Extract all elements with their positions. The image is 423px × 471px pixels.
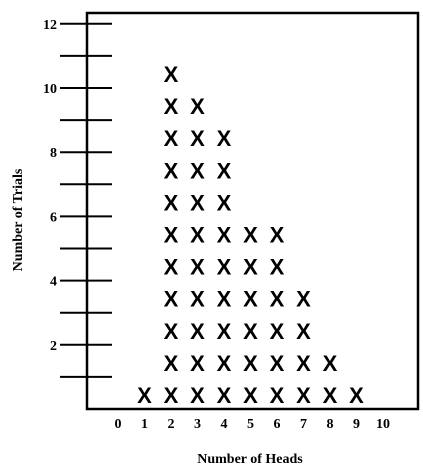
y-axis-ticks: [60, 22, 112, 378]
y-tick-label: 4: [50, 275, 57, 290]
y-tick-label: 8: [50, 146, 57, 161]
x-mark: X: [164, 190, 179, 215]
x-mark: X: [296, 351, 311, 376]
x-mark: X: [164, 383, 179, 408]
x-axis-title: Number of Heads: [197, 452, 303, 466]
x-mark: X: [296, 287, 311, 312]
x-mark: X: [217, 158, 232, 183]
x-mark: X: [190, 319, 205, 344]
x-tick-label: 6: [274, 417, 281, 432]
x-mark: X: [164, 158, 179, 183]
x-mark: X: [217, 255, 232, 280]
x-mark: X: [323, 351, 338, 376]
x-mark: X: [243, 287, 258, 312]
x-tick-label: 2: [168, 417, 175, 432]
x-mark: X: [164, 255, 179, 280]
x-mark: X: [243, 351, 258, 376]
x-mark: X: [270, 383, 285, 408]
x-tick-label: 3: [194, 417, 201, 432]
x-mark: X: [164, 287, 179, 312]
x-mark: X: [217, 287, 232, 312]
x-axis-tick-labels: 0 1 2 3 4 5 6 7 8 9 10: [115, 417, 391, 432]
x-tick-label: 4: [221, 417, 228, 432]
x-mark: X: [190, 223, 205, 248]
x-tick-label: 10: [376, 417, 390, 432]
y-axis-title: Number of Trials: [11, 168, 26, 271]
x-mark: X: [270, 223, 285, 248]
y-tick-label: 12: [43, 18, 57, 33]
x-mark: X: [217, 351, 232, 376]
x-mark: X: [190, 94, 205, 119]
x-mark: X: [190, 190, 205, 215]
x-tick-label: 0: [115, 417, 122, 432]
plot-frame: [85, 11, 420, 411]
x-mark: X: [217, 223, 232, 248]
x-mark: X: [270, 319, 285, 344]
x-mark: X: [243, 223, 258, 248]
x-mark: X: [270, 351, 285, 376]
x-tick-label: 5: [247, 417, 254, 432]
x-mark: X: [164, 126, 179, 151]
x-tick-label: 8: [327, 417, 334, 432]
x-mark: X: [243, 383, 258, 408]
y-axis-tick-labels: 2 4 6 8 10 12: [43, 18, 57, 354]
x-mark: X: [137, 383, 152, 408]
y-tick-label: 10: [43, 82, 57, 97]
data-marks: X XXXXXXXXXXXXXXXXXXXXXXXXXXXXXXXXXXXXXXX…: [137, 62, 364, 408]
y-tick-label: 6: [50, 210, 57, 225]
x-mark: X: [217, 126, 232, 151]
x-mark: X: [164, 94, 179, 119]
x-mark: X: [217, 383, 232, 408]
x-mark: X: [190, 255, 205, 280]
x-mark: X: [217, 190, 232, 215]
x-mark: X: [190, 158, 205, 183]
x-mark: X: [164, 319, 179, 344]
x-mark: X: [217, 319, 232, 344]
x-mark: X: [164, 223, 179, 248]
x-tick-label: 7: [300, 417, 307, 432]
x-mark: X: [323, 383, 338, 408]
x-mark: X: [190, 351, 205, 376]
x-tick-label: 1: [141, 417, 148, 432]
y-tick-label: 2: [50, 339, 57, 354]
x-tick-label: 9: [353, 417, 360, 432]
x-mark: X: [270, 287, 285, 312]
x-mark: X: [296, 383, 311, 408]
x-mark: X: [190, 383, 205, 408]
x-mark: X: [164, 62, 179, 87]
x-mark: X: [190, 126, 205, 151]
x-mark: X: [296, 319, 311, 344]
x-mark: X: [270, 255, 285, 280]
x-mark: X: [243, 255, 258, 280]
x-mark: X: [164, 351, 179, 376]
x-mark: X: [349, 383, 364, 408]
x-mark: X: [190, 287, 205, 312]
x-mark: X: [243, 319, 258, 344]
